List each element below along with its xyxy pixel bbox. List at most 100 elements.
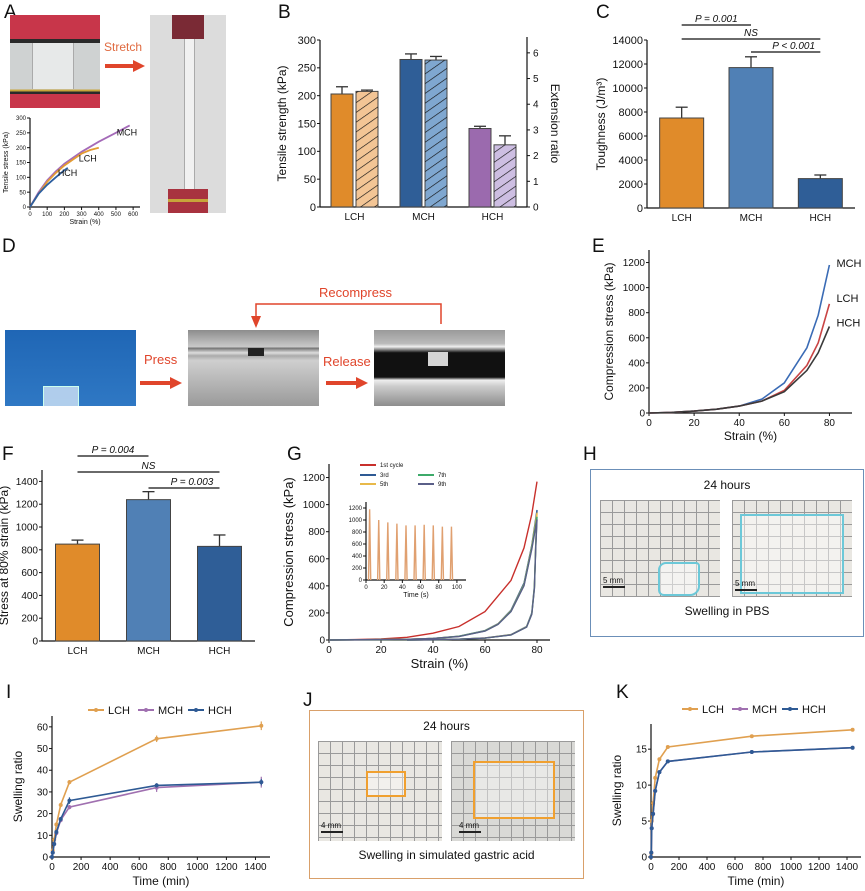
cycle-peak — [449, 526, 454, 581]
x-tick-label: 800 — [160, 862, 177, 873]
data-point — [649, 855, 653, 859]
x-tick-label: 60 — [779, 418, 791, 429]
y-tick-label: 100 — [16, 175, 27, 181]
series-line-hch — [648, 326, 831, 414]
bar-mch — [126, 499, 171, 642]
data-point — [259, 780, 264, 785]
c-chart: 0 2000 4000 6000 8000 10000 12000 14000 LCH MCH HC… — [594, 14, 855, 224]
y-tick-label: 600 — [21, 568, 38, 579]
y-tick-label: 250 — [16, 131, 27, 137]
y-tick-label: 10 — [636, 781, 648, 792]
y-tick-label: 0 — [32, 637, 38, 648]
x-axis-label: Strain (%) — [411, 656, 469, 671]
significance-label: P = 0.004 — [92, 445, 135, 456]
y-tick-label: 0 — [637, 203, 643, 215]
series-label: MCH — [117, 127, 138, 137]
cycle-peak — [386, 522, 390, 581]
legend-label: 9th — [438, 482, 446, 488]
pressing-photo — [188, 330, 319, 406]
y-tick-label: 400 — [308, 581, 325, 592]
y-axis-label: Toughness (J/m³) — [594, 78, 608, 171]
pbs-scale-bar-left: 5 mm — [603, 576, 625, 588]
y-tick-label: 15 — [636, 745, 648, 756]
gastric-before-photo: 4 mm — [318, 741, 442, 841]
x-tick-label: 400 — [102, 862, 119, 873]
pbs-title: 24 hours — [703, 478, 751, 492]
y2-tick-label: 2 — [533, 151, 539, 162]
y-tick-label: 1000 — [16, 523, 39, 534]
bar-hatch — [494, 144, 516, 207]
legend-marker — [688, 707, 692, 711]
x-axis-label: Time (min) — [728, 874, 785, 888]
data-point — [50, 850, 55, 855]
bar-mch — [399, 58, 423, 208]
x-tick-label: 40 — [734, 418, 746, 429]
g-inset-chart: 0 200 400 600 800 1000 1200 0 20 40 60 80 100 Time (s… — [349, 502, 466, 599]
x-tick-label: 60 — [417, 585, 424, 591]
press-label: Press — [144, 352, 178, 367]
series-label: HCH — [836, 317, 860, 329]
y-tick-label: 2000 — [619, 179, 643, 191]
series-line-hch — [650, 746, 853, 858]
x-tick-label: 600 — [131, 862, 148, 873]
scale-label: 5 mm — [603, 576, 623, 585]
category-label: LCH — [344, 212, 364, 223]
panel-label-i: I — [6, 682, 12, 703]
significance-label: NS — [744, 28, 758, 39]
bar-hch — [197, 545, 242, 642]
category-label: HCH — [482, 212, 504, 223]
x-tick-label: 20 — [381, 585, 388, 591]
y-tick-label: 0 — [310, 202, 316, 214]
y-tick-label: 0 — [42, 853, 48, 864]
y-tick-label: 800 — [308, 527, 325, 538]
hydrogel-cube-photo — [5, 330, 136, 406]
x-tick-label: 1400 — [836, 862, 859, 873]
legend-marker — [738, 707, 742, 711]
y-tick-label: 800 — [21, 545, 38, 556]
y-tick-label: 200 — [308, 608, 325, 619]
legend-label: 7th — [438, 473, 446, 479]
bar-hch — [797, 178, 843, 209]
y-tick-label: 50 — [37, 744, 49, 755]
y-tick-label: 0 — [359, 578, 363, 584]
pbs-caption: Swelling in PBS — [684, 604, 770, 618]
x-tick-label: 80 — [531, 645, 543, 656]
cycle-peak — [413, 525, 417, 581]
x-tick-label: 40 — [399, 585, 406, 591]
y-tick-label: 1200 — [623, 258, 646, 269]
data-point — [850, 727, 855, 732]
y-tick-label: 200 — [628, 383, 645, 394]
series-line-mch — [648, 264, 831, 414]
y2-axis-label: Extension ratio — [548, 84, 562, 164]
legend-label: MCH — [158, 705, 183, 717]
data-point — [154, 736, 159, 741]
y-axis-label: Compression stress (kPa) — [281, 477, 296, 627]
y-tick-label: 400 — [628, 358, 645, 369]
category-label: HCH — [209, 646, 231, 657]
stretch-label: Stretch — [104, 40, 143, 54]
y2-tick-label: 6 — [533, 48, 539, 59]
x-tick-label: 400 — [699, 862, 716, 873]
y-tick-label: 400 — [352, 554, 363, 560]
pbs-swelling-box: 24 hours 5 mm 5 mm Swelling in PBS — [590, 469, 864, 637]
y-tick-label: 8000 — [619, 107, 643, 119]
x-tick-label: 600 — [727, 862, 744, 873]
x-tick-label: 1200 — [215, 862, 238, 873]
series-line-lch — [648, 303, 831, 414]
bar-hch — [468, 128, 492, 208]
gastric-scale-bar-right: 4 mm — [459, 821, 481, 833]
bar-lch — [55, 543, 100, 642]
x-tick-label: 80 — [824, 418, 836, 429]
gastric-swelling-box: 24 hours 4 mm 4 mm Swelling in simulated… — [309, 710, 584, 879]
recompress-label: Recompress — [319, 285, 392, 300]
legend-label: 1st cycle — [380, 463, 404, 469]
x-tick-label: 20 — [375, 645, 387, 656]
y-tick-label: 200 — [298, 91, 316, 103]
cycle-peak — [404, 525, 408, 581]
e-chart: 0 200 400 600 800 1000 1200 0 20 40 60 80 Strain (%)… — [602, 250, 862, 443]
y-tick-label: 600 — [628, 333, 645, 344]
y-tick-label: 50 — [304, 174, 316, 186]
x-tick-label: 200 — [73, 862, 90, 873]
